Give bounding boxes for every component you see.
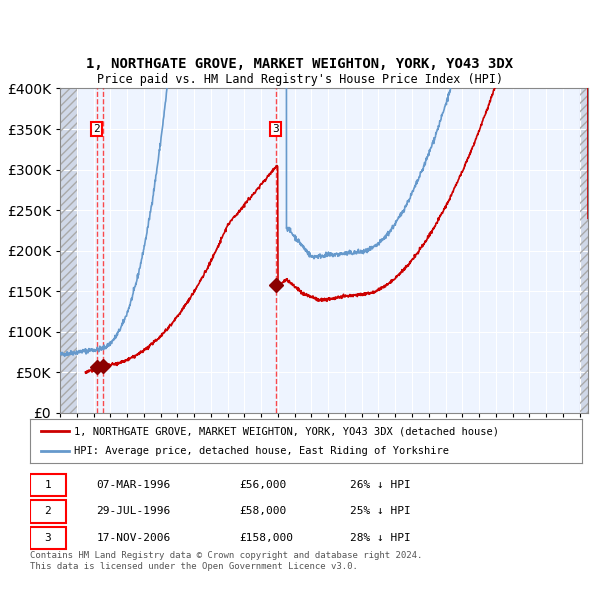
Text: 3: 3	[44, 533, 51, 543]
Text: 2: 2	[44, 506, 51, 516]
Text: £58,000: £58,000	[240, 506, 287, 516]
Text: This data is licensed under the Open Government Licence v3.0.: This data is licensed under the Open Gov…	[30, 562, 358, 571]
Text: £158,000: £158,000	[240, 533, 294, 543]
FancyBboxPatch shape	[30, 474, 66, 496]
Text: £56,000: £56,000	[240, 480, 287, 490]
Bar	[60, 88, 77, 413]
Text: 25% ↓ HPI: 25% ↓ HPI	[350, 506, 411, 516]
Text: HPI: Average price, detached house, East Riding of Yorkshire: HPI: Average price, detached house, East…	[74, 446, 449, 455]
Bar	[60, 88, 77, 413]
Text: 28% ↓ HPI: 28% ↓ HPI	[350, 533, 411, 543]
Text: Price paid vs. HM Land Registry's House Price Index (HPI): Price paid vs. HM Land Registry's House …	[97, 73, 503, 86]
FancyBboxPatch shape	[30, 527, 66, 549]
FancyBboxPatch shape	[30, 500, 66, 523]
Text: 29-JUL-1996: 29-JUL-1996	[96, 506, 170, 516]
Text: 26% ↓ HPI: 26% ↓ HPI	[350, 480, 411, 490]
Text: 1, NORTHGATE GROVE, MARKET WEIGHTON, YORK, YO43 3DX: 1, NORTHGATE GROVE, MARKET WEIGHTON, YOR…	[86, 57, 514, 71]
Text: 1: 1	[44, 480, 51, 490]
Bar	[580, 88, 588, 413]
Text: 2: 2	[93, 124, 100, 134]
Text: 07-MAR-1996: 07-MAR-1996	[96, 480, 170, 490]
Text: 1, NORTHGATE GROVE, MARKET WEIGHTON, YORK, YO43 3DX (detached house): 1, NORTHGATE GROVE, MARKET WEIGHTON, YOR…	[74, 427, 499, 436]
Text: 17-NOV-2006: 17-NOV-2006	[96, 533, 170, 543]
Text: 3: 3	[272, 124, 279, 134]
Bar	[580, 88, 588, 413]
Text: Contains HM Land Registry data © Crown copyright and database right 2024.: Contains HM Land Registry data © Crown c…	[30, 550, 422, 559]
